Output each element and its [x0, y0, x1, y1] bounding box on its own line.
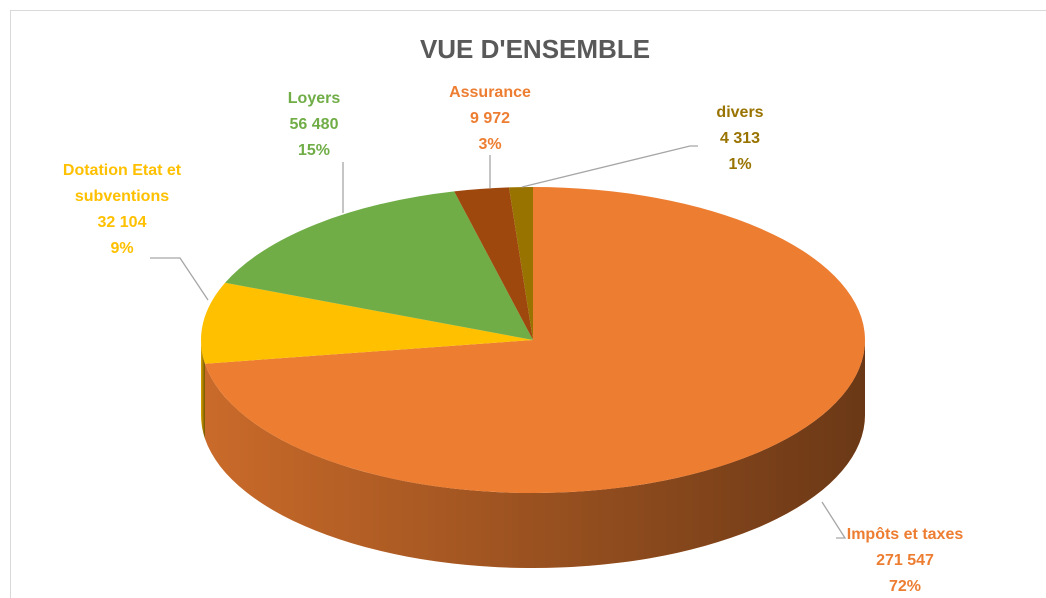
category-label: divers	[716, 104, 764, 121]
leader-line	[821, 501, 847, 539]
percent-label: 15%	[297, 142, 331, 159]
value-label: 56 480	[289, 116, 339, 133]
chart-border	[10, 10, 1046, 598]
category-label: Dotation Etat et subventions	[62, 162, 182, 205]
pie-sides	[201, 340, 865, 568]
slice	[225, 191, 533, 340]
leader-line	[521, 145, 698, 188]
slice-side-shade	[205, 340, 865, 568]
category-label: Loyers	[287, 90, 341, 107]
data-label: divers 4 313 1%	[630, 100, 850, 178]
data-label: Dotation Etat et subventions 32 104 9%	[12, 158, 232, 262]
data-label: Assurance 9 972 3%	[380, 80, 600, 158]
value-label: 271 547	[876, 552, 934, 569]
slice	[454, 187, 533, 340]
percent-label: 9%	[110, 240, 134, 257]
pie-tops	[200, 187, 866, 494]
percent-label: 1%	[728, 156, 752, 173]
category-label: Assurance	[449, 84, 531, 101]
value-label: 4 313	[719, 130, 761, 147]
slice	[200, 282, 533, 364]
category-label: Impôts et taxes	[846, 526, 964, 543]
slice	[205, 187, 866, 494]
slice	[508, 187, 533, 340]
data-label: Loyers 56 480 15%	[204, 86, 424, 164]
percent-label: 72%	[888, 578, 922, 595]
percent-label: 3%	[478, 136, 502, 153]
leader-lines	[150, 145, 847, 539]
value-label: 32 104	[97, 214, 147, 231]
slice-side-shade	[201, 340, 206, 439]
chart-title: VUE D'ENSEMBLE	[420, 34, 650, 64]
data-label: Impôts et taxes 271 547 72%	[795, 522, 1015, 598]
leader-line	[150, 257, 209, 301]
value-label: 9 972	[469, 110, 511, 127]
